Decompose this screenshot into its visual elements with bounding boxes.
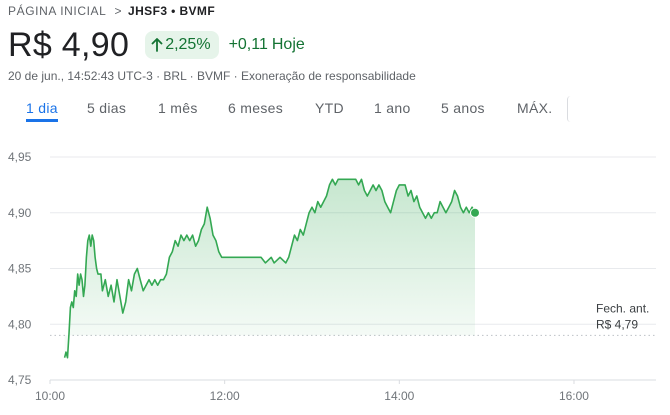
quote-meta: 20 de jun., 14:52:43 UTC-3 · BRL · BVMF … xyxy=(8,69,416,83)
tabs-scroll-edge xyxy=(567,96,574,122)
previous-close-label: Fech. ant. xyxy=(596,301,649,315)
tab-6-meses[interactable]: 6 meses xyxy=(228,100,284,116)
arrow-up-icon xyxy=(151,38,163,52)
range-tabs: 1 dia 5 dias 1 mês 6 meses YTD 1 ano 5 a… xyxy=(8,98,578,124)
change-percent: 2,25% xyxy=(165,36,211,53)
price-area-fill xyxy=(64,179,475,358)
tab-5-anos[interactable]: 5 anos xyxy=(441,100,485,116)
tab-1-mes[interactable]: 1 mês xyxy=(158,100,198,116)
price-chart[interactable]: 4,95 4,90 4,85 4,80 4,75 10:00 12:00 14:00 16:00… xyxy=(0,140,670,415)
breadcrumb: PÁGINA INICIAL > JHSF3 • BVMF xyxy=(8,4,215,18)
change-absolute-value: +0,11 xyxy=(228,36,268,53)
change-period-label: Hoje xyxy=(271,36,305,53)
x-tick-label: 10:00 xyxy=(35,389,65,403)
tab-max[interactable]: MÁX. xyxy=(517,100,553,116)
y-tick-label: 4,90 xyxy=(8,206,32,220)
breadcrumb-home-link[interactable]: PÁGINA INICIAL xyxy=(8,4,107,18)
current-price: R$ 4,90 xyxy=(8,26,130,64)
y-tick-label: 4,75 xyxy=(8,373,32,387)
change-percent-badge: 2,25% xyxy=(145,31,219,59)
y-tick-label: 4,80 xyxy=(8,317,32,331)
tab-1-dia[interactable]: 1 dia xyxy=(26,98,58,122)
x-tick-label: 14:00 xyxy=(384,389,414,403)
breadcrumb-separator: > xyxy=(114,4,123,18)
quote-timestamp-info: 20 de jun., 14:52:43 UTC-3 · BRL · BVMF … xyxy=(8,69,241,83)
x-tick-label: 12:00 xyxy=(210,389,240,403)
disclaimer-link[interactable]: Exoneração de responsabilidade xyxy=(240,69,416,83)
price-row: R$ 4,90 2,25% +0,11 Hoje xyxy=(8,24,305,66)
change-absolute: +0,11 Hoje xyxy=(229,36,305,54)
x-tick-label: 16:00 xyxy=(559,389,589,403)
y-tick-label: 4,85 xyxy=(8,262,32,276)
previous-close-value: R$ 4,79 xyxy=(596,317,638,331)
breadcrumb-current: JHSF3 • BVMF xyxy=(128,4,216,18)
price-line[interactable] xyxy=(63,178,476,359)
current-price-dot xyxy=(470,207,481,218)
tab-5-dias[interactable]: 5 dias xyxy=(87,100,127,116)
y-tick-label: 4,95 xyxy=(8,150,32,164)
tab-1-ano[interactable]: 1 ano xyxy=(374,100,411,116)
tab-ytd[interactable]: YTD xyxy=(315,100,344,116)
